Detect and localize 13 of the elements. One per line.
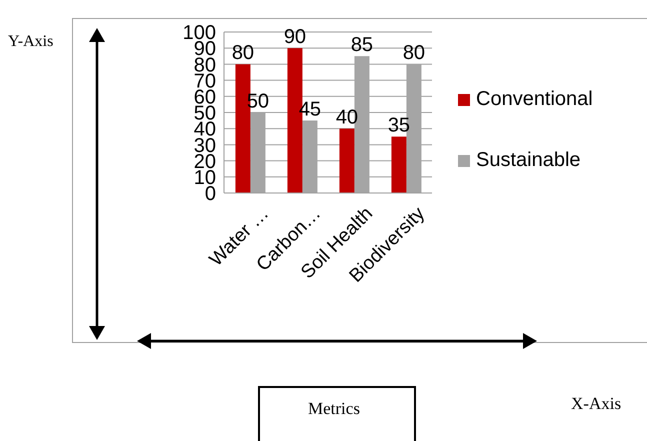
data-label: 40 (336, 106, 358, 129)
bar (339, 128, 354, 193)
legend-label: Conventional (476, 88, 593, 111)
data-label: 35 (388, 114, 410, 137)
bar (391, 136, 406, 193)
data-label: 80 (402, 42, 426, 64)
legend-label: Sustainable (476, 149, 581, 172)
data-label: 85 (350, 34, 374, 56)
data-label: 80 (232, 42, 254, 64)
data-label: 90 (284, 26, 306, 48)
text: X-Axis (571, 394, 622, 414)
text: Metrics (308, 399, 360, 419)
text: Y-Axis (8, 33, 54, 51)
